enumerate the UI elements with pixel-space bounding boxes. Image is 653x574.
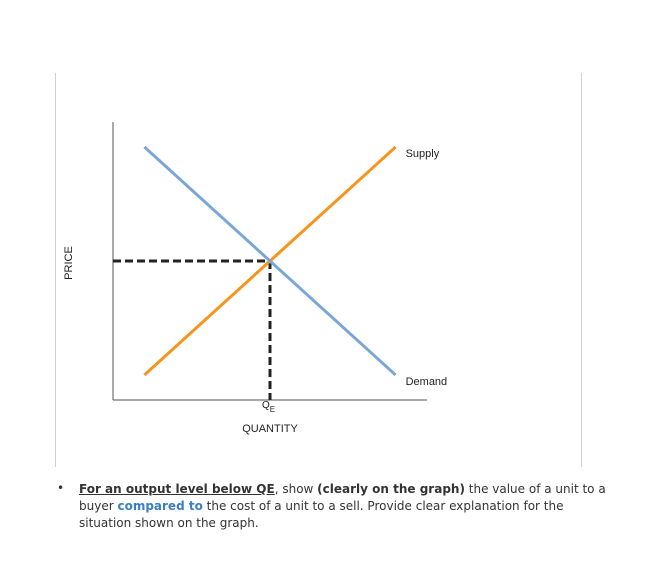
- chart: Supply Demand PRICE QUANTITY QE: [63, 122, 448, 435]
- q-label-main: Q: [262, 400, 270, 411]
- question-part-4: the value of a unit to a buyer: [79, 482, 606, 513]
- series-demand-label: Demand: [406, 376, 448, 388]
- question-item: • For an output level below QE, show (cl…: [57, 481, 617, 532]
- graph-frame: [55, 73, 582, 467]
- equilibrium-quantity-label: QE: [262, 400, 275, 414]
- series-labels: Supply Demand: [406, 148, 448, 388]
- question-part-6: the cost of a unit to a sell. Provide cl…: [79, 499, 564, 530]
- y-axis-title: PRICE: [63, 246, 75, 280]
- question-text: For an output level below QE, show (clea…: [79, 481, 617, 532]
- equilibrium-guides: [113, 259, 272, 400]
- series-supply-label: Supply: [406, 148, 440, 160]
- question-part-1: For an output level below QE: [79, 482, 275, 496]
- series-layer: [143, 145, 397, 377]
- compared-to-link[interactable]: compared to: [117, 499, 203, 513]
- bullet: •: [57, 481, 65, 495]
- question-part-3: (clearly on the graph): [317, 482, 465, 496]
- question-part-2: , show: [274, 482, 318, 496]
- series-demand-line: [143, 145, 397, 377]
- q-label-sub: E: [270, 405, 275, 414]
- x-axis-title: QUANTITY: [242, 423, 298, 435]
